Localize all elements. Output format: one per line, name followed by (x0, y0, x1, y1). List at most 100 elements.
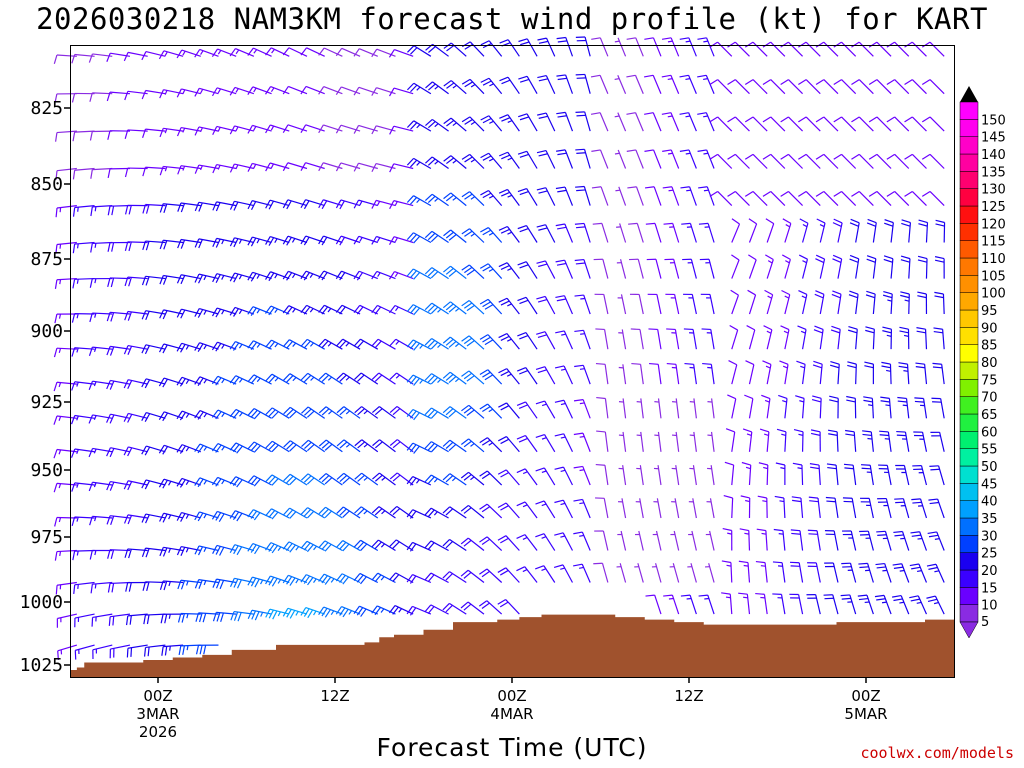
wind-barb (282, 235, 308, 246)
wind-barb (498, 402, 520, 419)
wind-barb (176, 342, 201, 353)
wind-barb (265, 305, 290, 316)
colorbar-top-arrow (960, 86, 978, 102)
wind-barb (645, 222, 662, 243)
wind-barb (424, 230, 449, 243)
wind-barb (886, 116, 910, 132)
wind-barb (679, 37, 697, 57)
wind-barb (738, 560, 751, 583)
wind-barb (265, 474, 290, 486)
x-tick-label: 12Z (320, 687, 349, 705)
wind-barb (353, 539, 379, 552)
wind-barb (831, 290, 842, 315)
wind-barb (898, 362, 910, 385)
wind-barb (689, 431, 697, 452)
x-tick-date: 3MAR (136, 705, 179, 723)
wind-barb (517, 224, 538, 243)
wind-barb (71, 313, 95, 323)
colorbar-swatch (959, 188, 979, 207)
wind-barb (590, 74, 609, 94)
wind-barb (123, 379, 148, 390)
wind-barb (158, 377, 184, 388)
wind-barb (644, 149, 662, 169)
wind-barb (142, 581, 166, 592)
wind-barb (516, 534, 538, 551)
wind-barb (123, 412, 148, 423)
wind-barb (701, 328, 715, 350)
wind-barb (461, 404, 485, 419)
wind-barb (424, 193, 449, 207)
wind-barb (389, 405, 414, 419)
colorbar-label: 145 (981, 131, 1006, 146)
colorbar-swatch (959, 171, 979, 189)
wind-barb (141, 50, 166, 61)
wind-barb (618, 329, 627, 350)
wind-barb (756, 528, 768, 551)
wind-barb (738, 592, 751, 615)
wind-barb (575, 185, 591, 206)
wind-barb (574, 329, 591, 350)
wind-barb (406, 475, 432, 486)
wind-barb (841, 562, 857, 583)
wind-barb (247, 576, 272, 588)
wind-barb (107, 205, 130, 216)
wind-barb (635, 498, 644, 519)
wind-barb (930, 431, 945, 452)
wind-barb (860, 497, 874, 519)
wind-barb (706, 498, 715, 519)
colorbar-label: 140 (981, 148, 1006, 163)
wind-barb (265, 199, 290, 210)
wind-barb (596, 396, 609, 419)
wind-barb (211, 409, 237, 420)
wind-barb (812, 360, 823, 385)
wind-barb (123, 51, 148, 62)
wind-barb (747, 289, 757, 315)
wind-barb (300, 473, 326, 486)
wind-barb (864, 361, 874, 385)
wind-barb (55, 167, 77, 180)
colorbar-label: 90 (981, 321, 998, 336)
wind-barb (682, 258, 697, 279)
wind-barb (371, 48, 396, 58)
wind-barb (781, 289, 791, 315)
wind-barb (591, 149, 609, 169)
wind-barb (283, 373, 308, 385)
wind-barb (300, 372, 325, 385)
wind-barb (424, 604, 449, 615)
wind-barb (740, 495, 751, 518)
wind-barb (840, 594, 857, 615)
wind-barb (124, 204, 148, 215)
wind-barb (672, 398, 680, 419)
wind-barb (909, 563, 928, 583)
wind-barb (497, 599, 520, 615)
wind-barb (573, 399, 591, 419)
wind-barb (282, 574, 308, 586)
credit-text[interactable]: coolwx.com/models (860, 744, 1014, 762)
colorbar-label: 55 (981, 443, 998, 458)
wind-barb (499, 114, 520, 132)
wind-barb (158, 478, 184, 489)
wind-barb (689, 398, 697, 419)
wind-barb (300, 235, 325, 246)
wind-barb (535, 467, 556, 486)
wind-barb (498, 188, 520, 206)
wind-barb (71, 516, 95, 527)
wind-barb (616, 563, 627, 583)
wind-barb (815, 254, 826, 279)
wind-barb (300, 540, 325, 553)
wind-barb (535, 366, 556, 385)
wind-barb (371, 235, 396, 245)
wind-barb (517, 296, 538, 315)
wind-barb (626, 112, 644, 132)
x-tick-label: 12Z (674, 687, 703, 705)
wind-barb (762, 190, 786, 207)
wind-barb (318, 162, 343, 172)
wind-barb (775, 462, 786, 486)
colorbar-label: 65 (981, 408, 998, 423)
wind-barb (573, 531, 591, 551)
wind-barb (707, 465, 715, 486)
wind-barb (247, 236, 272, 247)
wind-barb (727, 153, 750, 169)
wind-barb (932, 362, 945, 385)
wind-barb (74, 644, 95, 660)
